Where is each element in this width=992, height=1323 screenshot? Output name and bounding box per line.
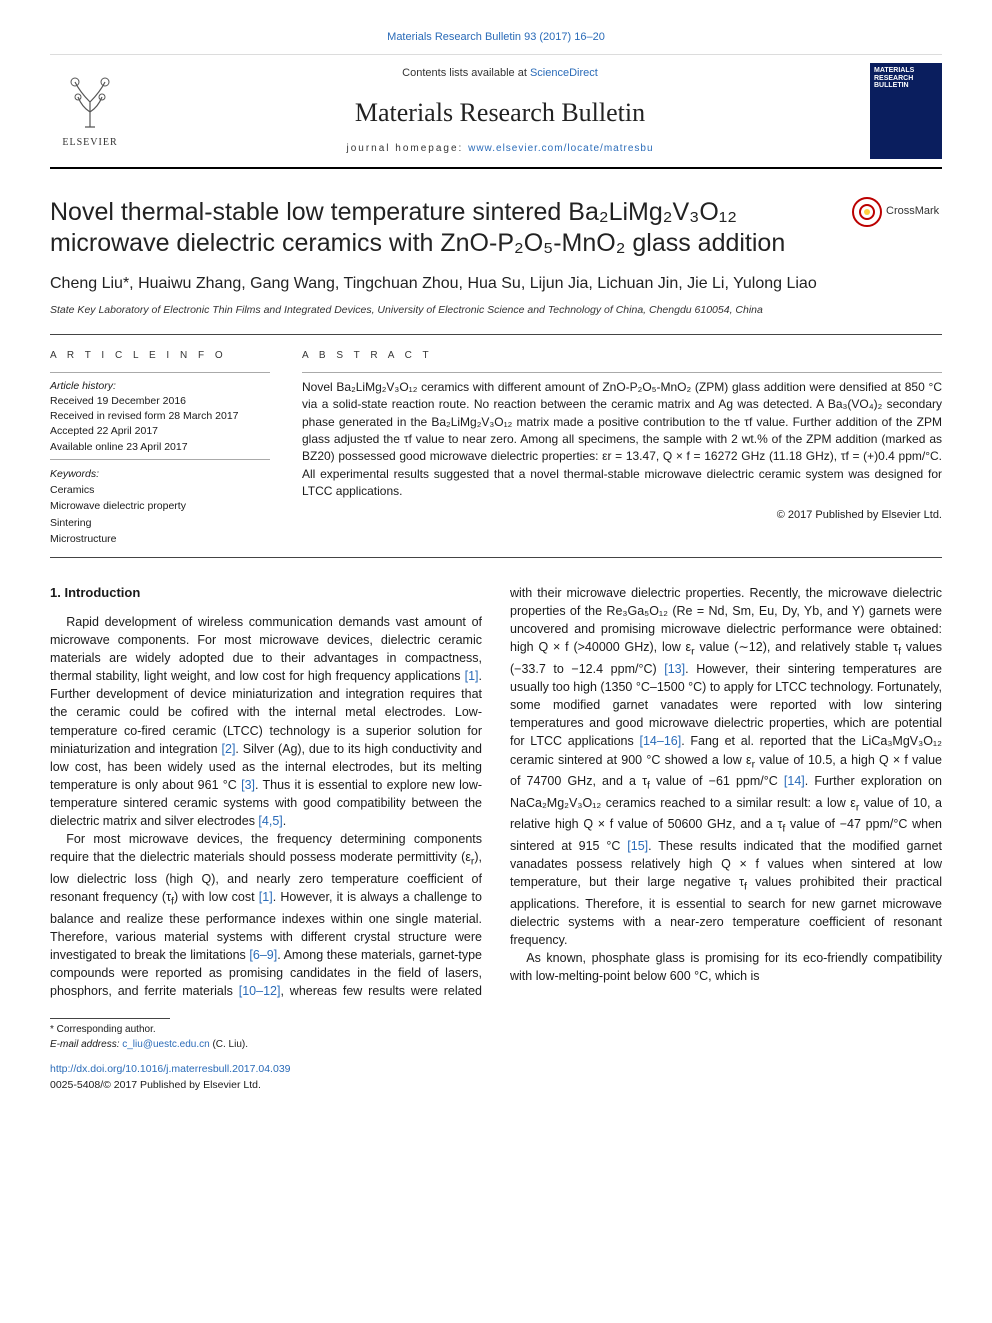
footnote-rule xyxy=(50,1018,170,1019)
divider xyxy=(50,557,942,558)
keyword: Microwave dielectric property xyxy=(50,499,270,514)
history-label: Article history: xyxy=(50,380,116,392)
ref-link[interactable]: [14–16] xyxy=(639,734,681,748)
contents-available-line: Contents lists available at ScienceDirec… xyxy=(146,66,854,82)
keyword: Ceramics xyxy=(50,483,270,498)
keywords-label: Keywords: xyxy=(50,467,270,482)
email-line: E-mail address: c_liu@uestc.edu.cn (C. L… xyxy=(50,1038,942,1053)
issn-copyright-line: 0025-5408/© 2017 Published by Elsevier L… xyxy=(50,1078,942,1093)
email-label: E-mail address: xyxy=(50,1039,122,1050)
keywords-block: Keywords: Ceramics Microwave dielectric … xyxy=(50,459,270,547)
ref-link[interactable]: [15] xyxy=(627,839,648,853)
history-item: Received in revised form 28 March 2017 xyxy=(50,409,270,424)
crossmark-icon xyxy=(852,197,882,227)
elsevier-wordmark: ELSEVIER xyxy=(62,136,117,151)
homepage-line: journal homepage: www.elsevier.com/locat… xyxy=(146,142,854,157)
history-item: Available online 23 April 2017 xyxy=(50,440,270,455)
ref-link[interactable]: [10–12] xyxy=(239,984,281,998)
article-title: Novel thermal-stable low temperature sin… xyxy=(50,197,836,260)
journal-name: Materials Research Bulletin xyxy=(146,94,854,132)
divider xyxy=(50,334,942,335)
ref-link[interactable]: [3] xyxy=(241,778,255,792)
doi-link[interactable]: http://dx.doi.org/10.1016/j.materresbull… xyxy=(50,1063,291,1075)
banner-center: Contents lists available at ScienceDirec… xyxy=(146,66,854,156)
abstract-panel: A B S T R A C T Novel Ba₂LiMg₂V₃O₁₂ cera… xyxy=(302,349,942,547)
body-paragraph: Rapid development of wireless communicat… xyxy=(50,613,482,831)
footnote-block: * Corresponding author. E-mail address: … xyxy=(50,1018,942,1052)
ref-link[interactable]: [14] xyxy=(784,774,805,788)
history-item: Received 19 December 2016 xyxy=(50,394,270,409)
abstract-heading: A B S T R A C T xyxy=(302,349,942,364)
history-item: Accepted 22 April 2017 xyxy=(50,424,270,439)
citation-header: Materials Research Bulletin 93 (2017) 16… xyxy=(50,30,942,46)
corresponding-author-note: * Corresponding author. xyxy=(50,1023,942,1038)
ref-link[interactable]: [1] xyxy=(259,890,273,904)
keyword: Sintering xyxy=(50,516,270,531)
abstract-copyright: © 2017 Published by Elsevier Ltd. xyxy=(302,508,942,524)
body-paragraph: As known, phosphate glass is promising f… xyxy=(510,949,942,985)
ref-link[interactable]: [4,5] xyxy=(258,814,282,828)
article-info-panel: A R T I C L E I N F O Article history: R… xyxy=(50,349,270,547)
ref-link[interactable]: [2] xyxy=(222,742,236,756)
corresponding-email-link[interactable]: c_liu@uestc.edu.cn xyxy=(122,1039,209,1050)
crossmark-widget[interactable]: CrossMark xyxy=(852,197,942,227)
homepage-link[interactable]: www.elsevier.com/locate/matresbu xyxy=(468,143,653,154)
homepage-label: journal homepage: xyxy=(346,143,468,154)
cover-title: MATERIALS RESEARCH BULLETIN xyxy=(874,67,938,90)
ref-link[interactable]: [1] xyxy=(465,669,479,683)
contents-prefix: Contents lists available at xyxy=(402,67,530,79)
affiliation: State Key Laboratory of Electronic Thin … xyxy=(50,303,942,318)
abstract-body: Novel Ba₂LiMg₂V₃O₁₂ ceramics with differ… xyxy=(302,379,942,501)
article-body: 1. Introduction Rapid development of wir… xyxy=(50,584,942,1000)
sciencedirect-link[interactable]: ScienceDirect xyxy=(530,67,598,79)
keyword: Microstructure xyxy=(50,532,270,547)
ref-link[interactable]: [13] xyxy=(664,662,685,676)
journal-banner: ELSEVIER Contents lists available at Sci… xyxy=(50,54,942,169)
elsevier-logo: ELSEVIER xyxy=(50,63,130,159)
citation-link[interactable]: Materials Research Bulletin 93 (2017) 16… xyxy=(387,31,605,43)
email-suffix: (C. Liu). xyxy=(210,1039,248,1050)
authors-line: Cheng Liu*, Huaiwu Zhang, Gang Wang, Tin… xyxy=(50,273,942,295)
doi-line: http://dx.doi.org/10.1016/j.materresbull… xyxy=(50,1062,942,1077)
section-heading-intro: 1. Introduction xyxy=(50,584,482,603)
crossmark-label: CrossMark xyxy=(886,204,939,220)
history-block: Article history: Received 19 December 20… xyxy=(50,372,270,455)
elsevier-tree-icon xyxy=(60,72,120,132)
journal-cover-thumb: MATERIALS RESEARCH BULLETIN xyxy=(870,63,942,159)
ref-link[interactable]: [6–9] xyxy=(249,948,277,962)
article-info-heading: A R T I C L E I N F O xyxy=(50,349,270,364)
